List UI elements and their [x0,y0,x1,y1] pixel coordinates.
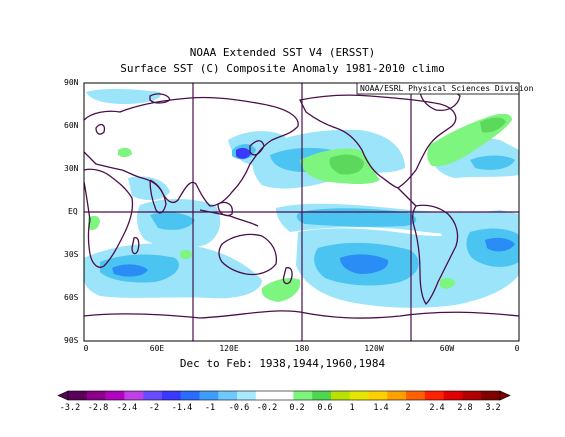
lon-tick-60w: 60W [439,344,455,353]
india-coast [149,179,167,214]
colorbar-swatch [274,391,294,400]
credit-box [356,82,520,95]
cool-mid-gulf-stream [470,155,515,170]
colorbar-label: 3.2 [485,403,501,413]
central-america-coast [397,187,417,207]
lon-tick-0-east: 0 [514,344,520,353]
period-label: Dec to Feb: 1938,1944,1960,1984 [179,357,386,370]
map-frame [83,82,520,342]
borneo-coast [217,201,233,217]
colorbar-swatch [105,391,125,400]
lon-tick-0: 0 [83,344,89,353]
warm-region-chile [440,277,455,289]
cool-region-arabian-sea [128,176,170,201]
warm-region-south-atlantic [88,215,100,230]
colorbar-swatch [180,391,200,400]
colorbar-label: 2.8 [457,403,473,413]
lat-tick-30n: 30N [64,164,79,173]
colorbar-swatch [124,391,144,400]
colorbar-label: 2 [405,403,411,413]
colorbar-swatch [330,391,351,400]
credit-label: NOAA/ESRL Physical Sciences Division [360,84,534,93]
cool-mid-equatorial-pacific [296,208,417,227]
colorbar-swatch [218,391,238,400]
colorbar-frame [67,390,501,401]
colorbar-swatch [86,391,106,400]
cool-region-north-polar [86,89,161,104]
cool-strong-south-indian [112,264,148,277]
lon-tick-120w: 120W [364,344,384,353]
colorbar-swatch [199,391,219,400]
colorbar-label: 1 [349,403,355,413]
arctic-islands-coast [149,93,171,104]
australia-coast [218,233,278,276]
colorbar-swatch [293,391,313,400]
colorbar-label: -2.8 [87,403,109,413]
cool-mid-indian [150,212,195,230]
colorbar-swatch [143,391,163,400]
colorbar-label: -0.2 [256,403,278,413]
colorbar-swatch [161,391,181,400]
eurasia-coast [84,96,299,207]
lat-tick-60n: 60N [64,121,79,130]
coastlines [84,87,519,319]
colorbar-left-arrow [57,390,69,401]
map-title-line2: Surface SST (C) Composite Anomaly 1981-2… [120,62,445,75]
graticule [84,83,519,341]
colorbar-swatch [424,391,444,400]
colorbar-swatch [255,391,275,400]
warm-region-south-indian-small [180,249,192,259]
colorbar-label: -3.2 [59,403,81,413]
south-america-coast [412,204,459,306]
colorbar-label: 0.2 [289,403,305,413]
indonesia-coast [199,209,259,227]
lat-tick-90s: 90S [64,336,79,345]
lon-tick-120e: 120E [219,344,239,353]
colorbar-swatch [237,391,257,400]
colorbar-swatch [368,391,388,400]
japan-coast [249,140,265,156]
lat-tick-90n: 90N [64,78,79,87]
madagascar-coast [131,236,140,255]
colorbar-swatch [349,391,369,400]
colorbar-label: -2.4 [116,403,138,413]
colorbar-label: 2.4 [429,403,445,413]
colorbar-swatch [312,391,332,400]
colorbar-label: 0.6 [317,403,333,413]
colorbar-swatch [387,391,407,400]
lon-tick-180: 180 [294,344,310,353]
cool-strong-east-pacific [485,237,515,252]
colorbar-swatch [481,391,501,400]
colorbar-swatch [462,391,482,400]
uk-coast [95,123,106,135]
colorbar-label: -2 [148,403,160,413]
colorbar-label: -1 [204,403,216,413]
colorbar-label: -0.6 [228,403,250,413]
lat-tick-30s: 30S [64,250,79,259]
colorbar-label: -1.4 [171,403,193,413]
lat-tick-60s: 60S [64,293,79,302]
colorbar-swatch [406,391,426,400]
warm-region-arctic-patch [118,147,132,158]
colorbar [57,390,511,401]
cool-strong-japan [236,147,251,159]
colorbar-swatch [443,391,463,400]
colorbar-label: 1.4 [373,403,389,413]
warm-region-atlantic-core [480,117,506,133]
newzealand-coast [282,267,293,285]
warm-region-north-pacific-core [329,154,364,175]
warm-region-tasman [261,277,301,302]
north-america-coast [299,94,457,189]
lat-tick-eq: EQ [68,207,78,216]
lon-tick-60e: 60E [149,344,165,353]
colorbar-swatch [68,391,88,400]
map-title-line1: NOAA Extended SST V4 (ERSST) [189,46,376,59]
africa-coast [84,168,134,268]
antarctica-coast [84,310,519,319]
cool-strong-south-pacific [340,254,389,274]
colorbar-right-arrow [499,390,511,401]
